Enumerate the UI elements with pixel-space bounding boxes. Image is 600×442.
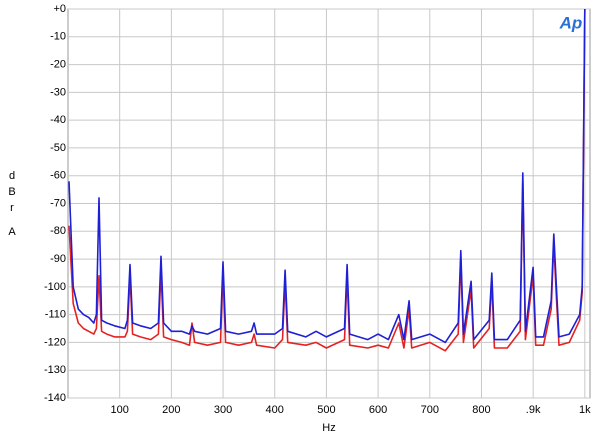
y-tick-label: -60 xyxy=(50,170,66,182)
x-tick-label: 600 xyxy=(369,404,387,416)
y-axis-label: r xyxy=(10,202,14,214)
x-tick-label: 1k xyxy=(579,404,591,416)
y-tick-label: -80 xyxy=(50,225,66,237)
y-tick-label: -90 xyxy=(50,253,66,265)
x-tick-label: 400 xyxy=(266,404,284,416)
y-tick-label: -40 xyxy=(50,114,66,126)
y-axis-label: B xyxy=(8,186,15,198)
x-tick-label: 200 xyxy=(162,404,180,416)
x-tick-label: 700 xyxy=(421,404,439,416)
x-tick-label: .9k xyxy=(526,404,541,416)
y-tick-label: -140 xyxy=(44,392,66,404)
x-tick-label: 800 xyxy=(472,404,490,416)
y-axis-label: A xyxy=(8,226,16,238)
y-tick-label: -30 xyxy=(50,86,66,98)
x-tick-label: 300 xyxy=(214,404,232,416)
y-tick-label: -110 xyxy=(45,309,66,321)
y-tick-label: +0 xyxy=(53,3,66,15)
logo: Ap xyxy=(559,13,583,32)
x-axis-label: Hz xyxy=(322,422,335,434)
y-tick-label: -120 xyxy=(44,336,66,348)
x-tick-label: 100 xyxy=(111,404,129,416)
y-tick-label: -20 xyxy=(50,58,66,70)
y-axis-label: d xyxy=(9,170,15,182)
y-tick-label: -100 xyxy=(44,281,66,293)
y-tick-label: -70 xyxy=(50,197,66,209)
y-tick-label: -130 xyxy=(44,364,66,376)
series-line xyxy=(68,8,586,344)
y-tick-label: -10 xyxy=(50,31,66,43)
y-tick-label: -50 xyxy=(50,142,66,154)
x-tick-label: 500 xyxy=(317,404,335,416)
